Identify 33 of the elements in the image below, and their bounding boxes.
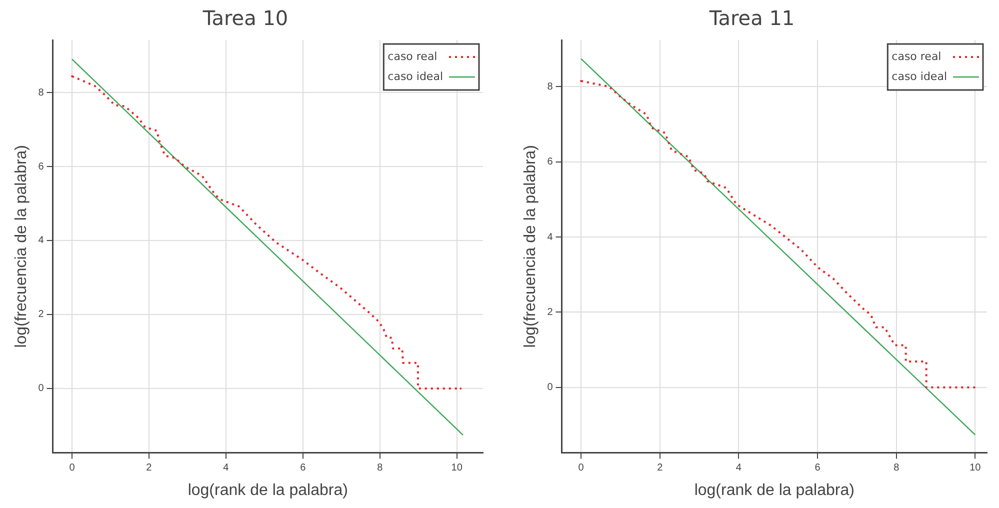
y-tick-label: 8	[38, 87, 44, 98]
x-tick-label: 0	[69, 462, 76, 474]
x-tick-label: 8	[377, 462, 384, 474]
legend-label: caso ideal	[892, 70, 948, 83]
x-axis-title: log(rank de la palabra)	[188, 482, 348, 499]
y-tick-label: 4	[547, 232, 554, 243]
x-tick-label: 6	[300, 462, 306, 474]
chart-title: Tarea 10	[202, 6, 288, 30]
x-tick-label: 10	[970, 462, 982, 474]
x-tick-label: 4	[736, 462, 742, 474]
x-tick-label: 10	[451, 462, 463, 474]
x-tick-label: 8	[894, 462, 900, 474]
y-tick-label: 6	[38, 161, 44, 172]
y-tick-label: 2	[547, 306, 554, 318]
y-tick-label: 4	[38, 235, 44, 246]
y-tick-label: 0	[38, 383, 44, 394]
legend-label: caso real	[892, 50, 942, 63]
y-tick-label: 2	[38, 309, 44, 320]
y-axis-title: log(frecuencia de la palabra)	[13, 145, 30, 348]
x-tick-label: 6	[814, 462, 821, 474]
x-tick-label: 2	[657, 462, 664, 474]
y-axis-title: log(frecuencia de la palabra)	[522, 145, 540, 348]
y-tick-label: 8	[547, 81, 554, 92]
legend-label: caso real	[388, 50, 438, 63]
x-axis-title: log(rank de la palabra)	[694, 482, 854, 499]
legend-label: caso ideal	[388, 70, 444, 83]
chart-title: Tarea 11	[708, 6, 795, 30]
y-tick-label: 0	[547, 382, 554, 394]
line-series	[580, 80, 976, 388]
x-tick-label: 4	[223, 462, 230, 474]
x-tick-label: 2	[146, 462, 152, 474]
y-tick-label: 6	[547, 156, 554, 168]
x-tick-label: 0	[578, 462, 584, 474]
